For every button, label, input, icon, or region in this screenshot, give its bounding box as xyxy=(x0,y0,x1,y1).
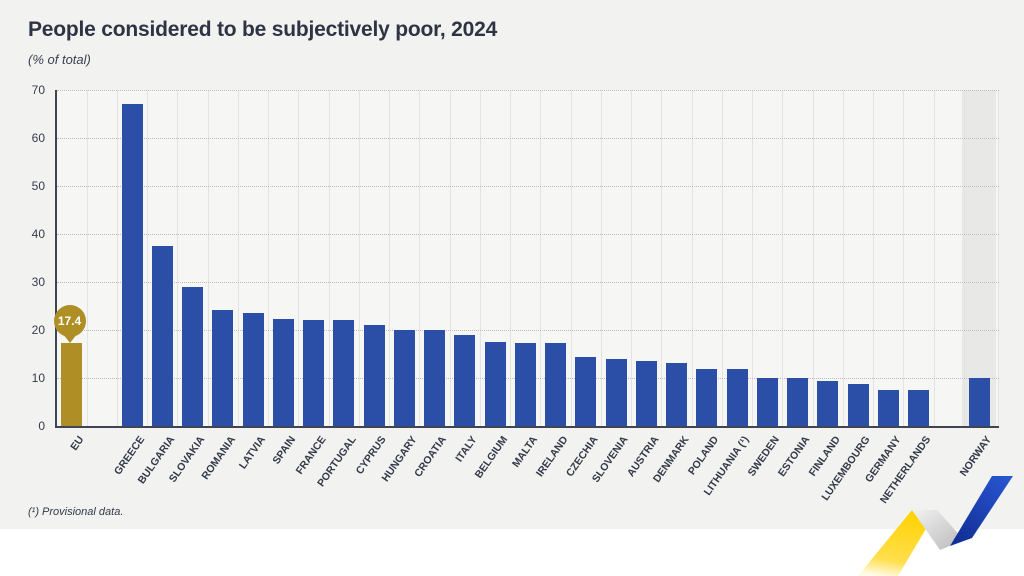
vertical-gridline xyxy=(237,90,239,426)
bar-portugal xyxy=(333,320,355,426)
bar-lithuania xyxy=(726,369,748,426)
ribbon-gray-fold xyxy=(912,510,964,550)
vertical-gridline xyxy=(449,90,451,426)
ribbon-yellow-stripe xyxy=(858,510,937,576)
vertical-gridline xyxy=(631,90,633,426)
footnote: (¹) Provisional data. xyxy=(28,506,124,518)
bar-netherlands xyxy=(908,390,929,426)
y-tick-label: 20 xyxy=(31,323,45,337)
x-axis-label: LATVIA xyxy=(236,434,268,472)
bar-romania xyxy=(212,310,234,426)
bar-finland xyxy=(817,381,839,426)
bar-ireland xyxy=(545,343,566,426)
bar-austria xyxy=(635,360,657,426)
vertical-gridline xyxy=(842,90,844,426)
horizontal-gridline xyxy=(57,330,999,331)
ribbon-blue-stripe xyxy=(950,476,1013,546)
vertical-gridline xyxy=(812,90,814,426)
vertical-gridline xyxy=(207,90,209,426)
vertical-gridline xyxy=(570,90,572,426)
bar-estonia xyxy=(787,378,808,426)
vertical-gridline xyxy=(389,90,391,426)
vertical-gridline xyxy=(600,90,602,426)
bar-slovakia xyxy=(182,286,203,426)
bar-cyprus xyxy=(363,325,385,426)
bar-hungary xyxy=(393,329,415,426)
y-tick-label: 70 xyxy=(31,83,45,97)
bar-italy xyxy=(454,334,476,426)
chart-section: People considered to be subjectively poo… xyxy=(0,0,1024,529)
vertical-gridline xyxy=(328,90,330,426)
bar-luxembourg xyxy=(847,384,869,426)
horizontal-gridline xyxy=(57,90,999,91)
footer-bar: eurostat xyxy=(0,529,1024,576)
bar-greece xyxy=(121,104,143,426)
bar-sweden xyxy=(756,377,778,426)
vertical-gridline xyxy=(540,90,542,426)
chart-subtitle: (% of total) xyxy=(28,52,91,67)
vertical-gridline xyxy=(116,90,118,426)
x-axis-label: EU xyxy=(68,434,87,453)
horizontal-gridline xyxy=(57,138,999,139)
bar-belgium xyxy=(484,342,506,426)
vertical-gridline xyxy=(298,90,300,426)
bar-croatia xyxy=(424,330,445,426)
horizontal-gridline xyxy=(57,282,999,283)
y-tick-label: 10 xyxy=(31,371,45,385)
eurostat-ribbon-graphic xyxy=(858,476,1013,576)
bar-denmark xyxy=(666,363,687,426)
vertical-gridline xyxy=(752,90,754,426)
vertical-gridline xyxy=(933,90,935,426)
y-tick-label: 40 xyxy=(31,227,45,241)
y-tick-label: 0 xyxy=(38,419,45,433)
bar-eu xyxy=(61,342,82,426)
vertical-gridline xyxy=(721,90,723,426)
bar-slovenia xyxy=(605,358,627,426)
plot-area xyxy=(55,90,999,428)
vertical-gridline xyxy=(177,90,179,426)
bar-spain xyxy=(272,319,294,426)
x-axis-label: MALTA xyxy=(510,434,541,470)
bar-germany xyxy=(877,390,899,426)
y-tick-label: 50 xyxy=(31,179,45,193)
vertical-gridline xyxy=(782,90,784,426)
bar-norway xyxy=(968,378,990,426)
vertical-gridline xyxy=(661,90,663,426)
vertical-gridline xyxy=(358,90,360,426)
vertical-gridline xyxy=(86,90,88,426)
vertical-gridline xyxy=(963,90,965,426)
vertical-gridline xyxy=(691,90,693,426)
plot-right-edge xyxy=(998,90,999,426)
vertical-gridline xyxy=(268,90,270,426)
x-axis-label: SPAIN xyxy=(270,434,299,467)
vertical-gridline xyxy=(510,90,512,426)
vertical-gridline xyxy=(147,90,149,426)
bar-czechia xyxy=(575,356,597,426)
bar-france xyxy=(303,319,324,426)
vertical-gridline xyxy=(903,90,905,426)
vertical-gridline xyxy=(479,90,481,426)
bar-bulgaria xyxy=(151,245,173,426)
bar-poland xyxy=(696,368,718,426)
horizontal-gridline xyxy=(57,186,999,187)
vertical-gridline xyxy=(873,90,875,426)
y-tick-label: 60 xyxy=(31,131,45,145)
eu-value-callout-pointer xyxy=(62,334,77,344)
eu-value-callout: 17.4 xyxy=(53,305,86,338)
horizontal-gridline xyxy=(57,234,999,235)
efta-shaded-band xyxy=(962,90,996,426)
y-tick-label: 30 xyxy=(31,275,45,289)
bar-malta xyxy=(514,343,536,426)
bar-latvia xyxy=(242,312,264,426)
x-axis-label: ITALY xyxy=(453,434,480,465)
vertical-gridline xyxy=(419,90,421,426)
chart-title: People considered to be subjectively poo… xyxy=(28,18,498,41)
